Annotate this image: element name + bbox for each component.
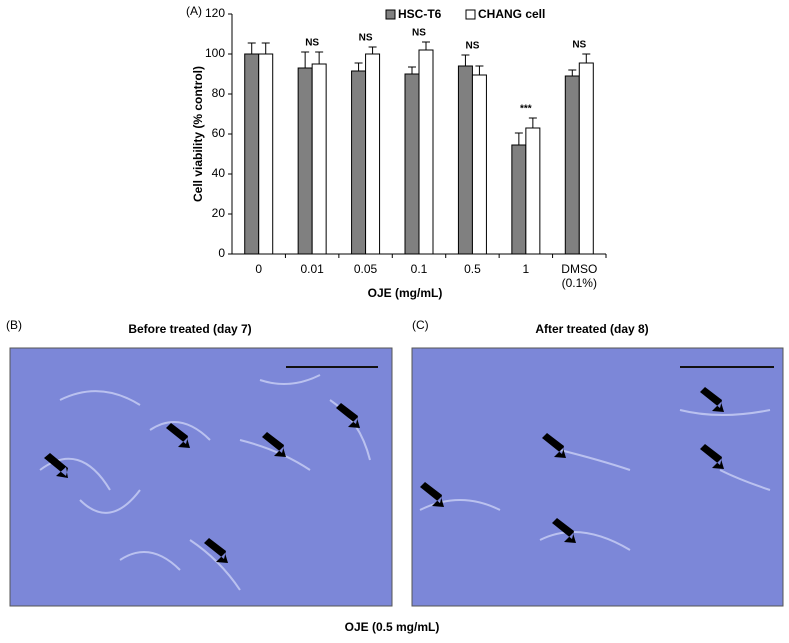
x-tick-label: 0.05 bbox=[353, 262, 378, 276]
bar bbox=[578, 62, 594, 255]
x-tick-label: 0.5 bbox=[464, 262, 481, 276]
x-tick-label: 0.1 bbox=[410, 262, 428, 276]
legend-swatch bbox=[385, 9, 396, 20]
bar bbox=[404, 73, 420, 255]
y-tick-label: 80 bbox=[212, 86, 226, 100]
bar bbox=[244, 53, 260, 255]
x-tick-label: DMSO (0.1%) bbox=[561, 262, 598, 290]
y-tick-label: 40 bbox=[212, 166, 226, 180]
bar bbox=[351, 70, 367, 255]
legend-swatch bbox=[465, 9, 476, 20]
bar bbox=[297, 67, 313, 255]
x-axis-label: OJE (mg/mL) bbox=[368, 286, 443, 300]
bar bbox=[564, 75, 580, 255]
y-tick-label: 20 bbox=[212, 206, 226, 220]
bar bbox=[311, 63, 327, 255]
legend-label: HSC-T6 bbox=[398, 7, 442, 21]
y-tick-label: 120 bbox=[205, 6, 225, 20]
annotation: NS bbox=[305, 38, 319, 49]
micrograph bbox=[9, 347, 393, 607]
bar bbox=[418, 49, 434, 255]
panel-title: Before treated (day 7) bbox=[128, 322, 251, 336]
bar bbox=[258, 53, 274, 255]
bar bbox=[471, 74, 487, 255]
bar bbox=[457, 65, 473, 255]
bar bbox=[525, 127, 541, 255]
panel-title: After treated (day 8) bbox=[535, 322, 648, 336]
panel-label: (C) bbox=[412, 318, 429, 332]
panel-label: (B) bbox=[6, 318, 22, 332]
annotation: NS bbox=[465, 41, 479, 52]
bar bbox=[511, 144, 527, 255]
y-tick-label: 0 bbox=[218, 246, 225, 260]
annotation: NS bbox=[572, 40, 586, 51]
y-tick-label: 100 bbox=[205, 46, 225, 60]
caption: OJE (0.5 mg/mL) bbox=[345, 620, 440, 634]
y-axis-label: Cell viability (% control) bbox=[191, 66, 205, 202]
annotation: NS bbox=[359, 33, 373, 44]
x-tick-label: 0.01 bbox=[300, 262, 324, 276]
panel-label: (A) bbox=[186, 4, 202, 18]
bar bbox=[365, 53, 381, 255]
legend-label: CHANG cell bbox=[478, 7, 545, 21]
x-tick-label: 1 bbox=[522, 262, 530, 276]
annotation: *** bbox=[520, 104, 532, 115]
micrograph bbox=[411, 347, 784, 607]
y-tick-label: 60 bbox=[212, 126, 226, 140]
annotation: NS bbox=[412, 28, 426, 39]
x-tick-label: 0 bbox=[255, 262, 263, 276]
